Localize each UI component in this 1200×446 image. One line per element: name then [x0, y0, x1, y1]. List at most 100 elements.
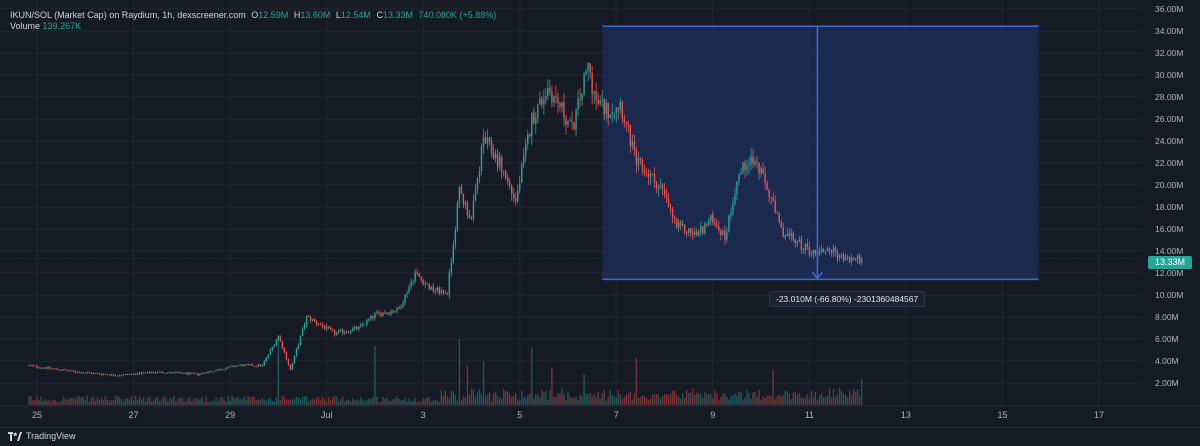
volume-bar	[605, 400, 607, 405]
volume-bar	[444, 390, 447, 405]
tradingview-logo[interactable]: TradingView	[8, 431, 76, 441]
x-tick-label: Jul	[321, 410, 333, 420]
candle-body	[734, 194, 736, 204]
candle-body	[806, 244, 809, 247]
symbol-title[interactable]: IKUN/SOL (Market Cap) on Raydium, 1h, de…	[10, 10, 246, 20]
candle-body	[329, 327, 332, 330]
volume-bar	[732, 395, 734, 405]
candle-body	[183, 373, 185, 375]
volume-bar	[289, 398, 292, 405]
candle-body	[273, 344, 276, 347]
candle-body	[840, 254, 843, 256]
candle-body	[177, 372, 179, 374]
price-range-box[interactable]	[602, 25, 1039, 281]
candle-body	[378, 312, 380, 314]
volume-bar	[454, 394, 457, 405]
volume-bar	[175, 400, 177, 405]
candle-body	[836, 251, 839, 259]
candle-body	[144, 372, 147, 374]
legend-volume: Volume 139.267K	[10, 21, 81, 32]
volume-label[interactable]: Volume	[10, 21, 41, 31]
candle-body	[645, 172, 648, 174]
volume-bar	[523, 396, 525, 405]
candle-body	[696, 231, 698, 236]
volume-bar	[185, 402, 187, 405]
volume-bar	[209, 401, 211, 405]
volume-bar	[589, 392, 591, 405]
candle-body	[366, 319, 368, 325]
volume-bar	[836, 394, 839, 405]
volume-bar	[317, 396, 320, 405]
volume-bar	[273, 401, 276, 405]
volume-bar	[307, 401, 310, 405]
volume-bar	[301, 396, 304, 405]
candle-body	[422, 279, 424, 285]
volume-bar	[199, 399, 201, 405]
volume-bar	[858, 395, 861, 405]
volume-bar	[506, 391, 509, 405]
volume-bar	[792, 392, 794, 405]
volume-bar	[601, 393, 603, 405]
volume-bar	[233, 397, 235, 405]
candle-body	[653, 173, 656, 182]
volume-bar	[181, 397, 183, 405]
volume-bar	[291, 400, 294, 405]
measure-arrow[interactable]	[811, 26, 823, 280]
candle-body	[221, 369, 223, 371]
candle-body	[625, 122, 628, 124]
volume-bar	[484, 395, 487, 405]
volume-bar	[265, 400, 267, 405]
volume-bar	[700, 394, 702, 405]
candle-body	[48, 366, 50, 369]
candle-body	[189, 372, 191, 375]
candle-body	[778, 213, 780, 223]
candle-body	[641, 160, 644, 170]
candle-body	[382, 312, 384, 317]
candle-body	[617, 107, 619, 110]
volume-bar	[112, 400, 115, 405]
candle-body	[623, 118, 626, 123]
candle-body	[275, 339, 278, 345]
candle-body	[494, 154, 497, 159]
candle-body	[88, 372, 90, 374]
volume-bar	[681, 392, 684, 405]
x-axis[interactable]: 25 27 29 Jul 3 5 7 9 11 13 15 17	[0, 405, 1200, 420]
candle-body	[762, 168, 764, 174]
candle-body	[325, 326, 328, 329]
volume-bar	[579, 394, 581, 405]
candle-body	[615, 107, 617, 113]
close-label: C	[376, 10, 383, 20]
candle-body	[438, 287, 440, 294]
candle-body	[569, 120, 571, 122]
volume-bar	[627, 393, 630, 405]
candle-body	[30, 365, 32, 367]
volume-bar	[776, 395, 778, 405]
volume-bar	[229, 400, 231, 405]
candle-body	[406, 293, 408, 295]
candle-body	[810, 254, 813, 255]
volume-bar	[710, 394, 712, 405]
volume-bar	[171, 398, 173, 405]
volume-bar	[545, 390, 547, 405]
volume-bar	[267, 398, 270, 405]
candle-body	[372, 315, 374, 318]
y-axis[interactable]: 2.00M 4.00M 6.00M 8.00M 10.00M 12.00M 14.00M 16…	[1143, 0, 1200, 427]
volume-bar	[245, 399, 247, 405]
candle-body	[271, 346, 274, 350]
candle-body	[519, 182, 521, 191]
volume-bar	[342, 396, 344, 405]
candle-body	[295, 349, 298, 356]
candle-body	[651, 173, 654, 175]
volume-bar	[136, 399, 139, 405]
volume-bar	[724, 393, 726, 405]
candle-body	[704, 224, 706, 234]
candle-body	[424, 283, 426, 285]
volume-bar	[100, 397, 103, 405]
candle-body	[191, 372, 193, 374]
volume-bar	[297, 397, 300, 405]
candle-body	[504, 171, 507, 178]
volume-bar	[309, 399, 312, 405]
volume-bar	[161, 398, 163, 405]
